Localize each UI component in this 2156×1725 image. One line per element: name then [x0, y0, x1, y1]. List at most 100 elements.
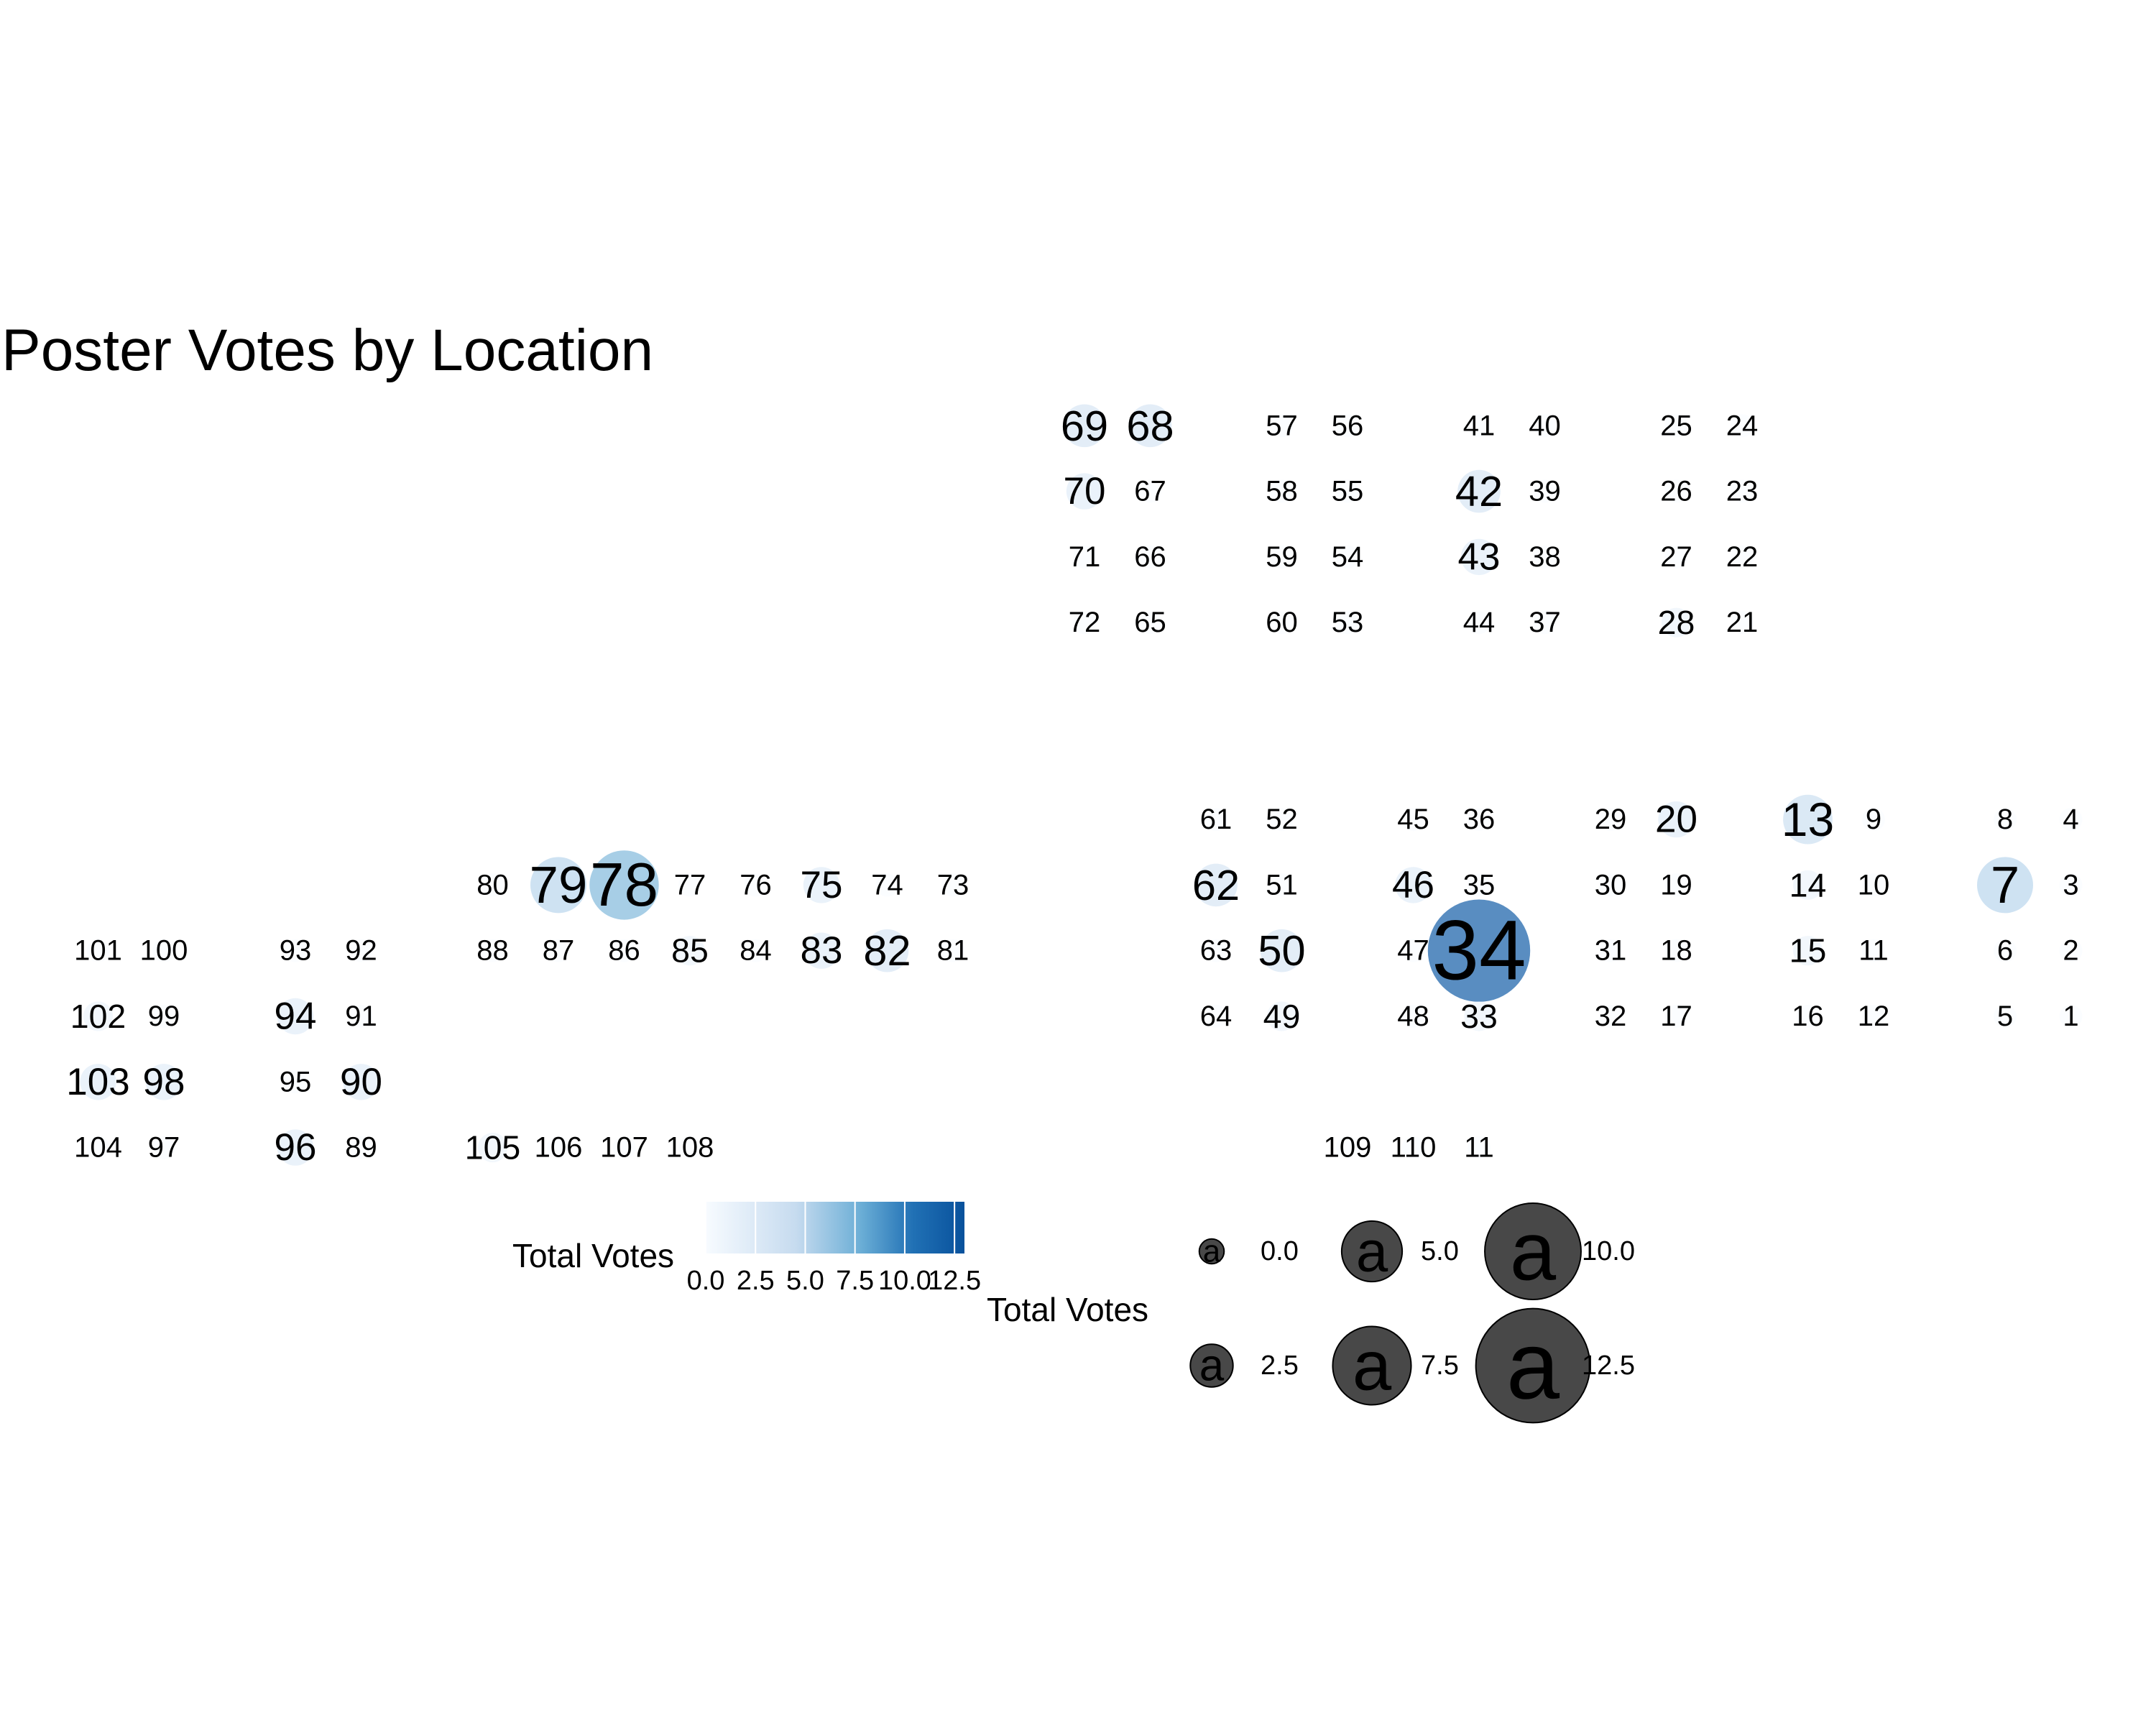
poster-label: 104: [74, 1132, 122, 1164]
vote-bubble: [1194, 863, 1238, 907]
poster-point-17: 17: [1660, 1000, 1692, 1032]
poster-point-66: 66: [1134, 541, 1166, 573]
size-key-glyph: a: [1203, 1234, 1221, 1269]
poster-label: 80: [476, 869, 509, 901]
poster-point-79: 79: [530, 856, 588, 914]
vote-bubble: [277, 1129, 314, 1166]
size-key-bubble: [1332, 1325, 1412, 1406]
poster-label: 73: [937, 869, 969, 901]
poster-label: 12: [1858, 1000, 1890, 1032]
poster-point-77: 77: [674, 869, 706, 901]
poster-label: 98: [143, 1061, 185, 1103]
vote-bubble: [1270, 873, 1294, 897]
vote-bubble: [1468, 873, 1491, 897]
color-legend-title: Total Votes: [512, 1237, 674, 1274]
poster-point-110: 110: [1391, 1132, 1437, 1164]
size-key-2.5: a 2.5: [1189, 1341, 1299, 1391]
poster-label: 106: [535, 1132, 583, 1164]
poster-label: 18: [1660, 935, 1692, 967]
vote-bubble: [875, 873, 899, 897]
poster-point-106: 106: [535, 1132, 583, 1164]
vote-bubble: [1599, 873, 1622, 897]
vote-bubble: [1661, 607, 1692, 638]
vote-bubble: [1664, 939, 1688, 962]
poster-point-68: 68: [1126, 402, 1174, 450]
poster-label: 77: [674, 869, 706, 901]
vote-bubble: [1731, 545, 1754, 569]
size-legend: Total Votes a 0.0 a 5.0 a 10.0 a 2.5 a 7.5 a 12.5: [987, 1202, 1635, 1424]
poster-label: 37: [1529, 607, 1561, 638]
poster-point-74: 74: [871, 869, 903, 901]
size-key-glyph: a: [1199, 1341, 1225, 1391]
poster-label: 28: [1658, 604, 1695, 641]
vote-bubble: [547, 939, 570, 962]
poster-label: 43: [1458, 535, 1501, 578]
vote-bubble: [1533, 611, 1557, 635]
vote-bubble: [1427, 899, 1531, 1002]
poster-label: 57: [1266, 410, 1298, 441]
poster-point-95: 95: [280, 1066, 312, 1098]
vote-bubble: [1395, 867, 1432, 903]
vote-bubble: [80, 1064, 116, 1100]
poster-label: 33: [1460, 998, 1498, 1035]
vote-bubble: [1994, 939, 2017, 962]
vote-bubble: [1336, 479, 1359, 503]
vote-bubble: [481, 873, 505, 897]
poster-label: 20: [1655, 799, 1697, 841]
vote-bubble: [675, 936, 705, 966]
vote-bubble: [349, 939, 373, 962]
poster-label: 84: [740, 935, 772, 967]
poster-label: 39: [1529, 476, 1561, 507]
poster-label: 86: [608, 935, 640, 967]
poster-label: 82: [863, 926, 911, 975]
poster-point-83: 83: [801, 929, 843, 972]
poster-label: 47: [1397, 935, 1429, 967]
poster-point-16: 16: [1792, 1000, 1824, 1032]
vote-bubble: [2059, 808, 2083, 832]
vote-bubble: [1862, 1005, 1885, 1028]
vote-bubble: [1336, 611, 1359, 635]
poster-point-96: 96: [275, 1126, 317, 1169]
size-key-label: 7.5: [1421, 1351, 1459, 1381]
vote-bubble: [941, 873, 964, 897]
poster-point-70: 70: [1064, 470, 1106, 512]
poster-point-12: 12: [1858, 1000, 1890, 1032]
vote-bubble: [1731, 414, 1754, 438]
poster-point-28: 28: [1658, 604, 1695, 641]
poster-point-58: 58: [1266, 476, 1298, 507]
color-bar: [706, 1202, 964, 1254]
poster-point-45: 45: [1397, 804, 1429, 835]
vote-bubble: [1658, 801, 1695, 838]
size-key-glyph: a: [1510, 1205, 1557, 1298]
poster-label: 29: [1595, 804, 1627, 835]
vote-bubble: [1401, 1005, 1425, 1028]
vote-bubble: [1664, 414, 1688, 438]
poster-point-52: 52: [1266, 804, 1298, 835]
poster-label: 35: [1463, 869, 1496, 901]
poster-point-57: 57: [1266, 410, 1298, 441]
chart-title: Poster Votes by Location: [1, 318, 653, 383]
poster-point-11: 11: [1858, 935, 1889, 967]
vote-bubble: [1468, 1136, 1491, 1159]
poster-point-51: 51: [1266, 869, 1298, 901]
poster-label: 1: [2063, 1000, 2078, 1032]
vote-bubble: [2059, 1005, 2083, 1028]
poster-point-56: 56: [1332, 410, 1364, 441]
vote-bubble: [1270, 414, 1294, 438]
poster-point-60: 60: [1266, 607, 1298, 638]
poster-label: 51: [1266, 869, 1298, 901]
poster-label: 8: [1997, 804, 2013, 835]
poster-label: 25: [1660, 410, 1692, 441]
vote-bubble: [803, 867, 840, 903]
vote-bubble: [1792, 870, 1823, 900]
poster-point-107: 107: [600, 1132, 648, 1164]
poster-point-97: 97: [148, 1132, 180, 1164]
poster-point-3: 3: [2059, 869, 2083, 901]
poster-label: 66: [1134, 541, 1166, 573]
vote-bubble: [1401, 808, 1425, 832]
vote-bubble: [1664, 479, 1688, 503]
poster-point-94: 94: [275, 995, 317, 1038]
poster-point-63: 63: [1200, 935, 1233, 967]
poster-point-26: 26: [1660, 476, 1692, 507]
vote-bubble: [1270, 611, 1294, 635]
